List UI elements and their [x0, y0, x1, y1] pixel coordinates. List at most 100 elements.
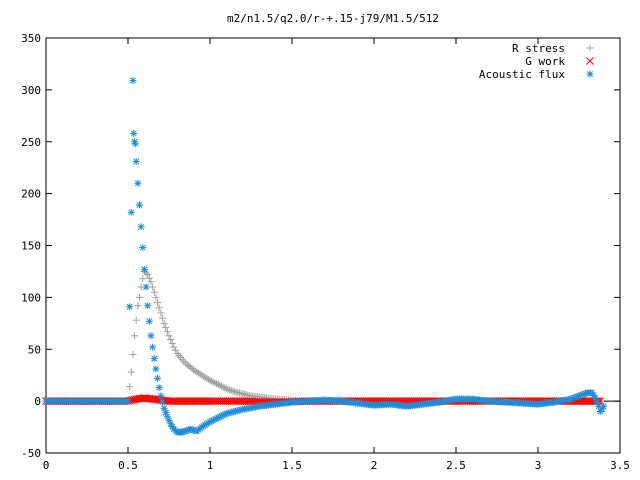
r-stress-point — [132, 316, 140, 324]
acoustic-flux-point — [134, 179, 142, 187]
y-tick-label: 300 — [21, 84, 41, 97]
g-work-point — [182, 397, 191, 405]
acoustic-flux-point — [152, 365, 160, 373]
g-work-point — [200, 397, 209, 405]
g-work-point — [175, 397, 183, 405]
r-stress-point — [134, 302, 142, 310]
r-stress-point — [180, 357, 188, 365]
y-tick-label: 50 — [28, 343, 41, 356]
y-tick-label: 100 — [21, 291, 41, 304]
r-stress-point — [224, 385, 232, 393]
r-stress-point — [221, 384, 229, 392]
r-stress-point — [163, 328, 171, 336]
y-tick-label: 250 — [21, 136, 41, 149]
acoustic-flux-point — [139, 244, 147, 252]
r-stress-point — [129, 350, 137, 358]
x-tick-label: 0 — [43, 459, 50, 472]
r-stress-point — [127, 368, 135, 376]
g-work-point — [187, 397, 196, 405]
g-work-point — [217, 397, 226, 405]
r-stress-point — [160, 319, 168, 327]
g-work-point — [227, 397, 236, 405]
y-tick-label: 150 — [21, 240, 41, 253]
r-stress-point — [229, 387, 237, 395]
acoustic-flux-point — [129, 77, 137, 85]
r-stress-point — [172, 346, 180, 354]
acoustic-flux-point — [144, 302, 152, 310]
g-work-point — [195, 397, 203, 405]
r-stress-point — [222, 385, 230, 393]
x-tick-label: 3 — [535, 459, 542, 472]
acoustic-flux-point — [130, 129, 138, 137]
g-work-point — [208, 397, 216, 405]
acoustic-flux-point — [157, 392, 165, 400]
acoustic-flux-point — [142, 283, 150, 291]
r-stress-point — [145, 274, 153, 282]
legend-label-r-stress: R stress — [512, 42, 565, 55]
g-work-point — [237, 397, 245, 405]
acoustic-flux-point — [132, 157, 140, 165]
g-work-point — [193, 397, 202, 405]
g-work-point — [191, 397, 200, 405]
g-work-point — [180, 397, 189, 405]
g-work-point — [189, 397, 198, 405]
r-stress-point — [208, 377, 216, 385]
series-layer — [42, 77, 608, 436]
r-stress-point — [168, 339, 176, 347]
acoustic-flux-point — [154, 374, 162, 382]
x-axis: 0 0.5 1 1.5 2 2.5 3 3.5 — [43, 38, 630, 472]
g-work-point — [198, 397, 207, 405]
acoustic-flux-point — [126, 303, 134, 311]
x-tick-label: 1.5 — [282, 459, 302, 472]
r-stress-point — [186, 363, 194, 371]
r-stress-point — [144, 271, 152, 279]
x-tick-label: 2.5 — [446, 459, 466, 472]
y-tick-label: 200 — [21, 188, 41, 201]
legend: R stress G work Acoustic flux — [479, 42, 594, 81]
x-tick-label: 2 — [371, 459, 378, 472]
r-stress-point — [213, 380, 221, 388]
r-stress-point — [158, 314, 166, 322]
series-acoustic-flux — [42, 77, 608, 436]
r-stress-point — [162, 323, 170, 331]
g-work-point — [219, 397, 228, 405]
g-work-point — [231, 397, 239, 405]
g-work-point — [213, 397, 222, 405]
y-tick-label: 0 — [34, 395, 41, 408]
legend-marker-acoustic-flux — [586, 70, 594, 78]
g-work-point — [176, 397, 185, 405]
y-axis: -50 0 50 100 150 200 250 300 350 — [21, 32, 620, 460]
g-work-point — [223, 397, 232, 405]
legend-label-acoustic-flux: Acoustic flux — [479, 68, 565, 81]
acoustic-flux-point — [124, 397, 132, 405]
x-tick-label: 0.5 — [118, 459, 138, 472]
g-work-point — [210, 397, 218, 405]
r-stress-point — [226, 386, 234, 394]
g-work-point — [221, 397, 230, 405]
x-tick-label: 3.5 — [610, 459, 630, 472]
acoustic-flux-point — [145, 317, 153, 325]
r-stress-point — [157, 309, 165, 317]
acoustic-flux-point — [147, 332, 155, 340]
r-stress-point — [154, 299, 162, 307]
g-work-point — [215, 397, 224, 405]
r-stress-point — [178, 356, 186, 364]
acoustic-flux-point — [155, 384, 163, 392]
r-stress-point — [165, 332, 173, 340]
g-work-point — [184, 397, 192, 405]
y-tick-label: -50 — [21, 447, 41, 460]
legend-marker-r-stress — [586, 44, 594, 52]
r-stress-point — [150, 288, 158, 296]
g-work-point — [206, 397, 214, 405]
r-stress-point — [217, 382, 225, 390]
acoustic-flux-point — [149, 343, 157, 351]
r-stress-point — [147, 278, 155, 286]
acoustic-flux-point — [135, 201, 143, 209]
acoustic-flux-point — [131, 140, 139, 148]
x-tick-label: 1 — [207, 459, 214, 472]
r-stress-point — [170, 343, 178, 351]
g-work-point — [225, 397, 234, 405]
r-stress-point — [131, 332, 139, 340]
r-stress-point — [149, 283, 157, 291]
